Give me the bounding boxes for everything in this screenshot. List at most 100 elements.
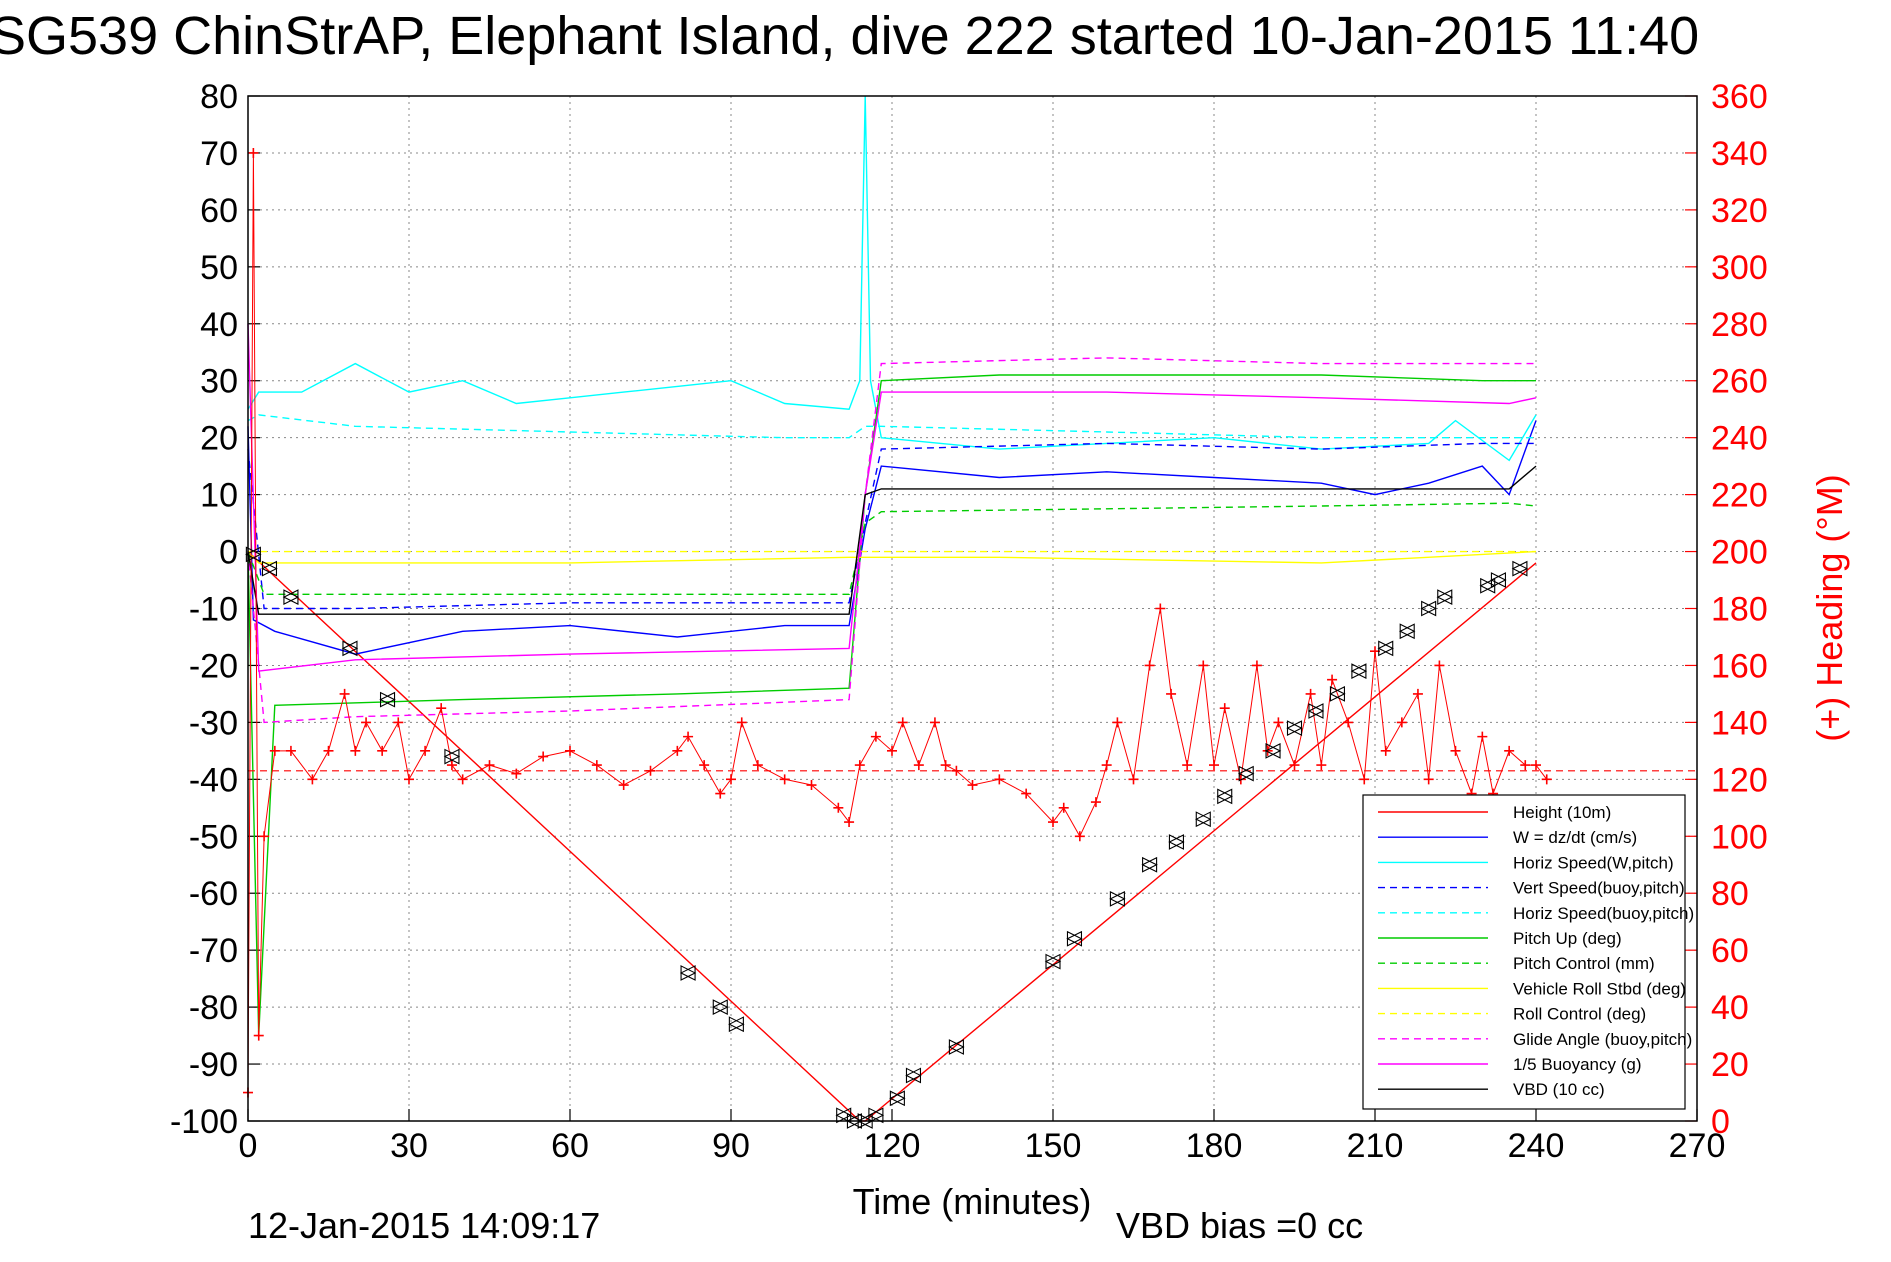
heading-marker	[1520, 760, 1531, 771]
depth-marker	[1286, 720, 1303, 736]
legend-label-8: Vehicle Roll Stbd (deg)	[1513, 979, 1686, 998]
depth-marker-right-triangle	[680, 965, 697, 981]
heading-marker	[618, 780, 629, 791]
depth-marker	[1264, 742, 1282, 759]
heading-marker	[726, 774, 736, 785]
heading-marker	[1305, 688, 1316, 699]
depth-marker	[1307, 703, 1325, 719]
depth-marker	[1398, 623, 1416, 640]
right-tick-label: 120	[1711, 761, 1768, 799]
left-tick-label: -60	[189, 875, 238, 913]
heading-marker	[1541, 774, 1552, 785]
heading-marker	[1273, 717, 1284, 728]
heading-marker	[870, 731, 881, 742]
left-tick-label: 20	[200, 420, 238, 458]
heading-marker	[361, 717, 372, 728]
depth-marker	[443, 748, 461, 765]
vbd-bias-footer: VBD bias =0 cc	[1116, 1205, 1363, 1246]
depth-marker	[867, 1107, 885, 1124]
depth-marker-left-triangle	[1436, 589, 1453, 606]
depth-marker-layer	[245, 546, 1529, 1129]
depth-marker-left-triangle	[1490, 572, 1506, 588]
heading-marker	[1327, 674, 1338, 685]
legend-label-12: VBD (10 cc)	[1513, 1080, 1605, 1099]
depth-marker	[1377, 640, 1394, 657]
left-tick-label: -50	[189, 818, 238, 856]
depth-marker	[245, 546, 262, 563]
x-tick-label: 90	[712, 1127, 750, 1165]
heading-marker	[1219, 703, 1230, 714]
right-tick-label: 320	[1711, 192, 1768, 230]
depth-marker-right-triangle	[1437, 589, 1453, 606]
heading-marker	[1477, 731, 1488, 742]
depth-marker-right-triangle	[1217, 788, 1233, 805]
depth-marker-left-triangle	[1398, 623, 1415, 640]
heading-marker	[1058, 802, 1069, 813]
series-line-4	[247, 442, 1536, 610]
heading-marker	[538, 751, 549, 762]
depth-marker	[1195, 811, 1212, 828]
heading-marker	[436, 703, 447, 714]
depth-marker-right-triangle	[1109, 891, 1126, 907]
heading-marker	[1262, 745, 1273, 756]
heading-marker	[967, 780, 978, 791]
right-tick-label: 220	[1711, 477, 1768, 515]
left-tick-label: 0	[219, 534, 238, 572]
heading-marker	[323, 745, 334, 756]
depth-marker	[282, 589, 300, 606]
depth-marker-left-triangle	[1044, 953, 1061, 970]
depth-marker	[1511, 560, 1529, 577]
left-tick-label: 30	[200, 363, 238, 401]
legend-label-10: Glide Angle (buoy,pitch)	[1513, 1030, 1692, 1049]
x-tick-label: 240	[1508, 1127, 1565, 1165]
right-tick-label: 40	[1711, 989, 1749, 1027]
depth-marker-left-triangle	[712, 999, 728, 1015]
heading-marker	[1155, 603, 1166, 614]
legend-label-7: Pitch Control (mm)	[1513, 954, 1655, 973]
depth-marker-left-triangle	[867, 1107, 884, 1124]
heading-marker	[1531, 760, 1541, 771]
right-tick-label: 140	[1711, 704, 1768, 742]
series-layer	[247, 95, 1537, 1122]
depth-marker-right-triangle	[1378, 640, 1394, 657]
plot-frame	[247, 95, 1698, 1122]
heading-marker	[844, 817, 855, 828]
heading-marker	[457, 774, 468, 785]
depth-marker-left-triangle	[728, 1016, 744, 1033]
heading-marker	[1128, 774, 1139, 785]
depth-marker	[1490, 572, 1507, 588]
x-axis-label: Time (minutes)	[853, 1181, 1092, 1222]
legend-label-4: Vert Speed(buoy,pitch)	[1513, 879, 1685, 898]
heading-marker	[699, 760, 710, 771]
x-axis: 0 30 60 90 120 150 180 210 240 270	[239, 1109, 1725, 1165]
left-tick-label: -20	[189, 647, 238, 685]
left-tick-label: -70	[189, 932, 238, 970]
heading-marker	[1380, 745, 1391, 756]
left-tick-label: 40	[200, 306, 238, 344]
heading-marker	[752, 760, 763, 771]
right-tick-label: 240	[1711, 420, 1768, 458]
heading-marker	[307, 774, 318, 785]
depth-marker	[1329, 686, 1346, 702]
heading-marker	[1144, 660, 1155, 671]
heading-marker	[1021, 788, 1032, 799]
depth-marker	[379, 691, 396, 708]
x-tick-label: 120	[864, 1127, 921, 1165]
depth-marker	[679, 965, 697, 981]
depth-marker-left-triangle	[679, 965, 696, 981]
x-tick-label: 210	[1347, 1127, 1404, 1165]
depth-marker	[889, 1090, 906, 1107]
x-tick-label: 180	[1186, 1127, 1243, 1165]
heading-marker	[565, 745, 575, 756]
right-tick-label: 260	[1711, 363, 1768, 401]
heading-marker	[1289, 760, 1300, 771]
heading-marker	[715, 788, 726, 799]
left-tick-label: 60	[200, 192, 238, 230]
right-tick-label: 300	[1711, 249, 1768, 287]
depth-marker-left-triangle	[1377, 640, 1394, 657]
depth-marker-left-triangle	[261, 560, 278, 577]
heading-marker	[1396, 717, 1407, 728]
depth-marker-left-triangle	[245, 546, 261, 563]
depth-marker-left-triangle	[1264, 742, 1281, 759]
